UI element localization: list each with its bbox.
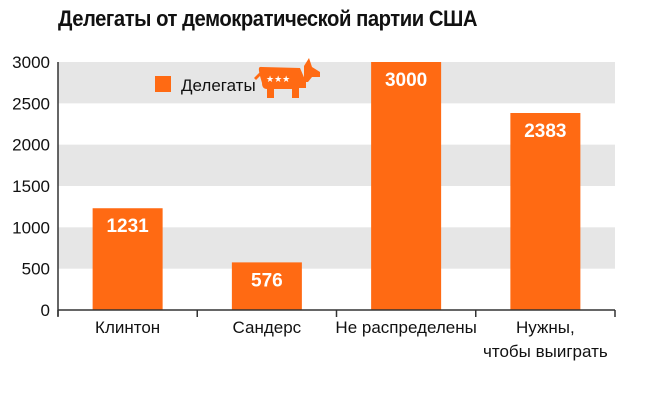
y-tick-label: 2000 <box>12 136 50 155</box>
x-tick-label: Не распределены <box>335 318 476 337</box>
bar <box>231 262 302 310</box>
data-label: 576 <box>251 270 283 291</box>
svg-text:★★★: ★★★ <box>266 75 290 85</box>
y-tick-label: 2500 <box>12 94 50 113</box>
chart-title: Делегаты от демократической партии США <box>58 6 478 31</box>
data-label: 3000 <box>385 70 427 91</box>
democratic-donkey-icon: ★★★ <box>254 58 320 98</box>
axes <box>57 62 616 317</box>
bars <box>92 62 581 310</box>
legend-label: Делегаты <box>181 76 256 95</box>
y-tick-label: 0 <box>41 301 50 320</box>
data-label: 1231 <box>106 216 149 237</box>
x-axis-ticks: Клинтон Сандерс Не распределены Нужны, чтобы… <box>95 318 608 361</box>
x-tick-label: Сандерс <box>233 318 302 337</box>
bar <box>92 208 163 310</box>
x-tick-label: Нужны, <box>516 318 575 337</box>
y-tick-label: 3000 <box>12 53 50 72</box>
y-tick-label: 1000 <box>12 218 50 237</box>
x-tick-label: чтобы выиграть <box>483 342 608 361</box>
bar <box>510 113 581 310</box>
grid-band <box>58 62 615 104</box>
y-axis-ticks: 0 500 1000 1500 2000 2500 3000 <box>12 53 50 320</box>
x-tick-label: Клинтон <box>95 318 160 337</box>
bar <box>371 62 442 310</box>
y-tick-label: 500 <box>22 260 50 279</box>
y-tick-label: 1500 <box>12 177 50 196</box>
legend-swatch <box>155 76 171 92</box>
legend: Делегаты ★★★ <box>155 58 320 98</box>
data-labels: 1231 576 3000 2383 <box>106 70 566 291</box>
data-label: 2383 <box>524 121 566 142</box>
